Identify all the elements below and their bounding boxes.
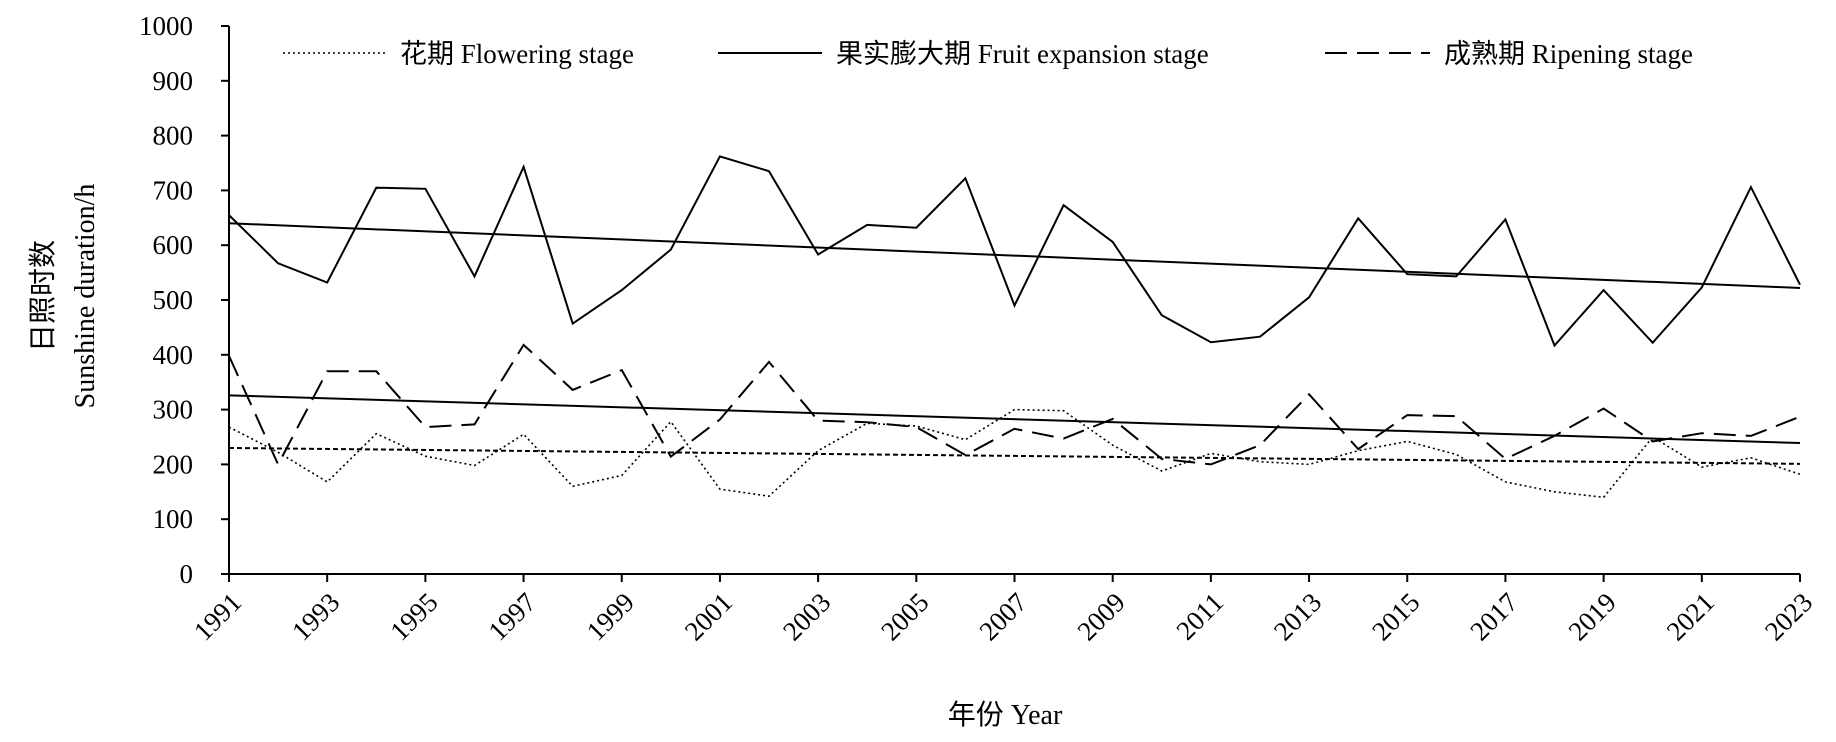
ripening-series-line (228, 343, 1801, 467)
ripening-trend-line (228, 394, 1801, 445)
legend: 花期 Flowering stage 果实膨大期 Fruit expansion … (283, 39, 1693, 69)
y-tick-label: 400 (153, 340, 194, 370)
y-tick-label: 800 (153, 121, 194, 151)
axes (228, 26, 1800, 575)
x-tick-label: 1991 (188, 587, 247, 646)
y-axis-ticks: 0 100 200 300 400 500 600 700 800 900 1000 (139, 11, 229, 589)
x-tick-label: 1993 (286, 587, 345, 646)
y-tick-label: 100 (153, 504, 194, 534)
data-series (228, 155, 1801, 499)
y-tick-label: 900 (153, 66, 194, 96)
y-tick-label: 200 (153, 449, 194, 479)
x-tick-label: 2015 (1366, 587, 1425, 646)
legend-label-ripening: 成熟期 Ripening stage (1444, 39, 1693, 69)
legend-label-flowering: 花期 Flowering stage (400, 39, 634, 69)
x-tick-label: 2005 (875, 587, 934, 646)
x-tick-label: 2019 (1562, 587, 1621, 646)
y-tick-label: 0 (180, 559, 194, 589)
x-tick-label: 2001 (679, 587, 738, 646)
x-tick-label: 2013 (1268, 587, 1327, 646)
x-tick-label: 2023 (1759, 587, 1818, 646)
y-tick-label: 500 (153, 285, 194, 315)
y-tick-label: 1000 (139, 11, 193, 41)
x-tick-label: 2007 (973, 587, 1032, 646)
y-axis-title-cn: 日照时数 (27, 240, 59, 352)
x-tick-label: 1999 (581, 587, 640, 646)
x-axis-title: 年份 Year (948, 699, 1063, 731)
y-axis-title: 日照时数 Sunshine duration/h (27, 184, 101, 409)
fruit-expansion-trend-line (228, 222, 1801, 289)
trend-lines (228, 222, 1801, 465)
legend-label-fruit-expansion: 果实膨大期 Fruit expansion stage (836, 39, 1209, 69)
x-tick-label: 2021 (1661, 587, 1720, 646)
y-tick-label: 300 (153, 395, 194, 425)
flowering-trend-line (228, 446, 1801, 465)
x-tick-label: 2017 (1464, 587, 1523, 646)
x-tick-label: 2009 (1072, 587, 1131, 646)
x-tick-label: 1995 (384, 587, 443, 646)
x-axis-ticks: 1991 1993 1995 1997 1999 2001 2003 2005 2007 2009… (188, 574, 1818, 646)
x-tick-label: 2003 (777, 587, 836, 646)
fruit-expansion-series-line (228, 155, 1801, 348)
y-tick-label: 600 (153, 230, 194, 260)
x-tick-label: 1997 (482, 587, 541, 646)
y-axis-title-en: Sunshine duration/h (70, 184, 101, 409)
x-tick-label: 2011 (1170, 587, 1229, 646)
flowering-series-line (228, 408, 1801, 499)
y-tick-label: 700 (153, 175, 194, 205)
